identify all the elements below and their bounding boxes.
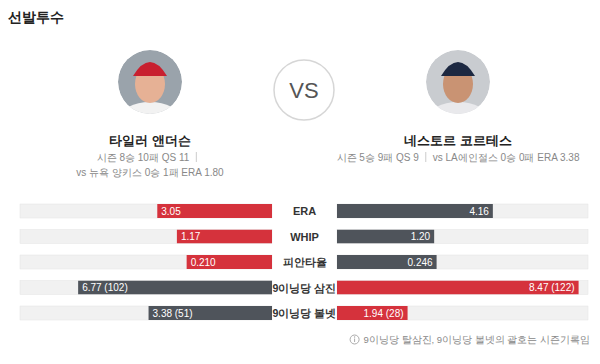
bar-track	[337, 281, 588, 295]
player-photo	[118, 50, 182, 134]
bar	[337, 204, 493, 218]
info-icon	[350, 335, 359, 344]
data-label: 1.20	[411, 231, 431, 242]
data-label: 1.94 (28)	[364, 308, 404, 319]
row-label: 피안타율	[283, 256, 327, 268]
bar-track	[337, 255, 588, 269]
data-label: 6.77 (102)	[82, 282, 128, 293]
header-title: 선발투수	[8, 9, 64, 25]
row-label: 9이닝당 삼진	[273, 282, 337, 294]
bar-track	[20, 281, 272, 295]
bar	[337, 281, 579, 295]
bar	[177, 230, 272, 244]
data-label: 8.47 (122)	[529, 282, 575, 293]
info-icon-dot	[354, 336, 355, 337]
player-vs-record: vs 뉴욕 양키스 0승 1패 ERA 1.80	[76, 167, 224, 178]
bar	[149, 306, 272, 320]
row-label: WHIP	[290, 231, 319, 243]
bar-track	[337, 306, 588, 320]
bar-track	[20, 255, 272, 269]
bar-track	[20, 230, 272, 244]
player-photo	[426, 50, 490, 134]
row-label: 9이닝당 볼넷	[273, 307, 337, 319]
player-name: 네스토르 코르테스	[404, 134, 511, 148]
bar	[187, 255, 272, 269]
bars	[157, 204, 493, 218]
bar	[337, 306, 408, 320]
photo-shoulders	[120, 102, 180, 134]
photo-cap	[441, 62, 475, 76]
bars	[187, 255, 437, 269]
photo-cap	[133, 62, 167, 76]
player-name: 타일러 앤더슨	[109, 134, 190, 148]
vs-circle	[274, 60, 334, 120]
bar	[157, 204, 272, 218]
data-label: 4.16	[469, 206, 489, 217]
player-vs-record: vs LA에인절스 0승 0패 ERA 3.38	[433, 152, 580, 163]
bar	[337, 230, 434, 244]
data-label: 0.246	[408, 257, 433, 268]
player-season: 시즌 5승 9패 QS 9	[337, 152, 420, 163]
separator	[425, 152, 426, 162]
data-label: 3.05	[161, 206, 181, 217]
info-icon-mark	[354, 339, 355, 343]
data-label: 3.38 (51)	[153, 308, 193, 319]
bars	[78, 281, 578, 295]
row-label: ERA	[293, 205, 316, 217]
vs-label: VS	[289, 78, 318, 103]
photo-shoulders	[428, 102, 488, 134]
bar	[78, 281, 272, 295]
bar-track	[20, 306, 272, 320]
bar-track	[337, 204, 588, 218]
bar	[337, 255, 437, 269]
bars	[149, 306, 408, 320]
data-label: 0.210	[191, 257, 216, 268]
data-label: 1.17	[181, 231, 201, 242]
player-season: 시즌 8승 10패 QS 11	[97, 152, 190, 163]
separator	[196, 152, 197, 162]
footnote: 9이닝당 탈삼진, 9이닝당 볼넷의 괄호는 시즌기록임	[364, 334, 590, 345]
page: 선발투수 VS 타일러 앤더슨시즌 8승 10패 QS 11 vs 뉴욕 양키스 0승…	[0, 0, 600, 364]
bars	[177, 230, 434, 244]
bar-track	[20, 204, 272, 218]
bar-track	[337, 230, 588, 244]
